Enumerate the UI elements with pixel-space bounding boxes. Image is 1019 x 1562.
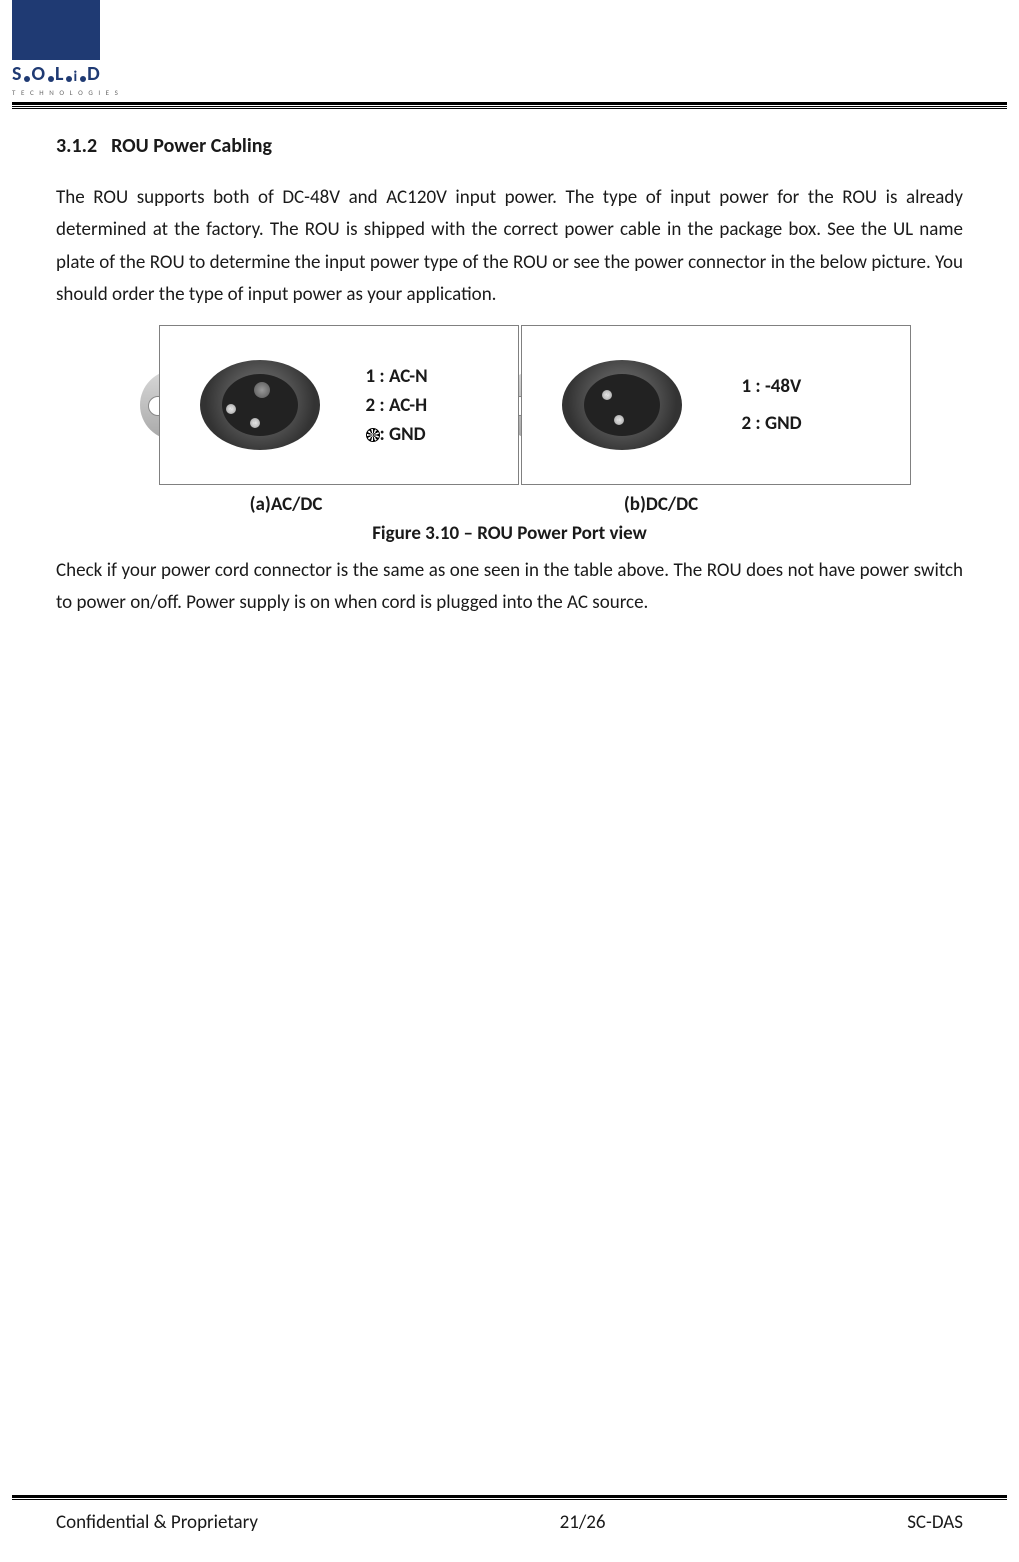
pin-labels-b: 1 : -48V 2 : GND	[742, 375, 802, 435]
figure-row: 1 2 1 : AC-N 2 : AC-H : GND 1	[106, 325, 963, 485]
connector-b-icon: 1 2	[532, 360, 712, 450]
content-area: 3.1.2 ROU Power Cabling The ROU supports …	[56, 134, 963, 634]
brand-logo: S O L i D T E C H N O L O G I E S	[12, 0, 120, 97]
footer-row: Confidential & Proprietary 21/26 SC-DAS	[56, 1511, 963, 1534]
page: S O L i D T E C H N O L O G I E S 3.1.2 R…	[0, 0, 1019, 1562]
pin-label: 2 : AC-H	[366, 394, 428, 417]
ground-icon	[366, 428, 380, 442]
logo-letter: L	[55, 62, 65, 86]
section-heading: 3.1.2 ROU Power Cabling	[56, 134, 963, 158]
header-divider	[12, 102, 1007, 107]
footer-center: 21/26	[560, 1511, 606, 1534]
pin-labels-a: 1 : AC-N 2 : AC-H : GND	[366, 365, 428, 446]
figure-sub-b: (b)DC/DC	[466, 493, 856, 516]
figure-caption: Figure 3.10 – ROU Power Port view	[56, 522, 963, 545]
connector-a-icon: 1 2	[170, 360, 350, 450]
logo-letter: i	[73, 68, 79, 86]
logo-dot-icon	[66, 76, 72, 82]
pin-label: 2 : GND	[742, 412, 802, 435]
footer-left: Confidential & Proprietary	[56, 1511, 258, 1534]
paragraph-2: Check if your power cord connector is th…	[56, 555, 963, 620]
logo-letter: S	[12, 62, 23, 86]
logo-letter: D	[87, 62, 102, 86]
pin-label: 1 : AC-N	[366, 365, 428, 388]
logo-subtitle: T E C H N O L O G I E S	[12, 88, 120, 97]
pin-label: 1 : -48V	[742, 375, 802, 398]
paragraph-1: The ROU supports both of DC-48V and AC12…	[56, 182, 963, 311]
logo-dot-icon	[24, 76, 30, 82]
pin-label-text: : GND	[380, 423, 426, 446]
figure-panel-b: 1 2 1 : -48V 2 : GND	[521, 325, 911, 485]
footer-right: SC-DAS	[907, 1511, 963, 1534]
logo-wordmark: S O L i D	[12, 62, 120, 86]
heading-title: ROU Power Cabling	[111, 134, 272, 158]
logo-dot-icon	[48, 76, 54, 82]
pin-label: : GND	[366, 423, 428, 446]
figure-panel-a: 1 2 1 : AC-N 2 : AC-H : GND	[159, 325, 519, 485]
footer-divider	[12, 1499, 1007, 1500]
figure-sub-a: (a)AC/DC	[106, 493, 466, 516]
logo-dot-icon	[80, 76, 86, 82]
logo-letter: O	[31, 62, 47, 86]
logo-block	[12, 0, 100, 60]
heading-number: 3.1.2	[56, 134, 97, 158]
figure-sublabels: (a)AC/DC (b)DC/DC	[106, 493, 963, 516]
